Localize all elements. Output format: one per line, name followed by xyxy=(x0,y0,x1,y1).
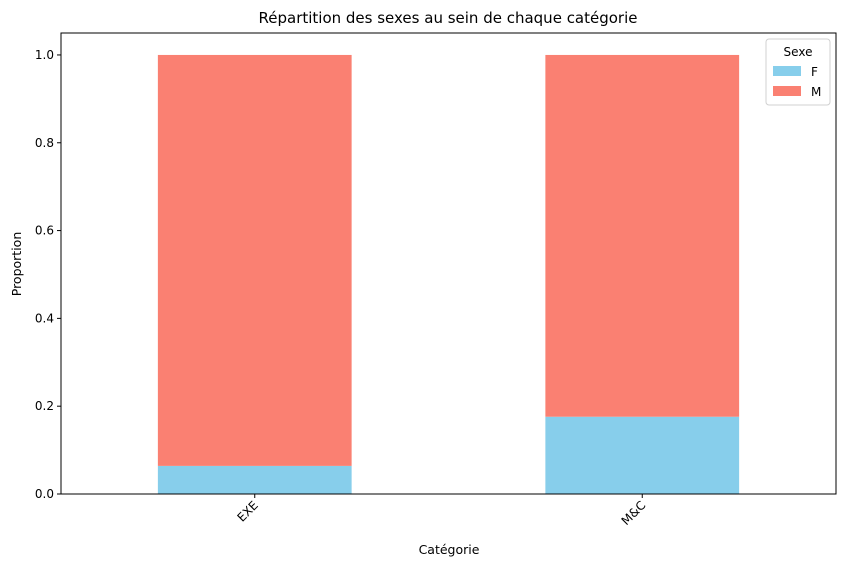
chart-title: Répartition des sexes au sein de chaque … xyxy=(259,9,638,27)
bar-exe-f xyxy=(157,465,352,494)
bar-exe-m xyxy=(157,54,352,466)
y-tick-label: 0.2 xyxy=(35,399,54,413)
y-tick-label: 0.0 xyxy=(35,487,54,501)
x-tick-label: M&C xyxy=(619,498,649,528)
bar-mc-f xyxy=(545,416,740,494)
legend-title: Sexe xyxy=(784,45,813,59)
y-tick-label: 0.6 xyxy=(35,224,54,238)
legend-label-m: M xyxy=(811,85,821,99)
bars-group xyxy=(157,54,740,494)
y-tick-label: 1.0 xyxy=(35,48,54,62)
x-axis-title: Catégorie xyxy=(419,542,480,557)
plot-area-frame xyxy=(60,32,837,495)
legend-swatch-m xyxy=(773,86,801,96)
y-tick-label: 0.4 xyxy=(35,311,54,325)
legend-swatch-f xyxy=(773,66,801,76)
y-tick-label: 0.8 xyxy=(35,136,54,150)
x-tick-label: EXE xyxy=(234,498,260,524)
y-axis: 0.0 0.2 0.4 0.6 0.8 1.0 xyxy=(35,48,61,501)
legend: Sexe FM xyxy=(765,38,831,106)
legend-label-f: F xyxy=(811,65,818,79)
bar-mc-m xyxy=(545,54,740,417)
y-axis-title: Proportion xyxy=(9,232,24,297)
x-axis: EXE M&C xyxy=(234,494,648,528)
